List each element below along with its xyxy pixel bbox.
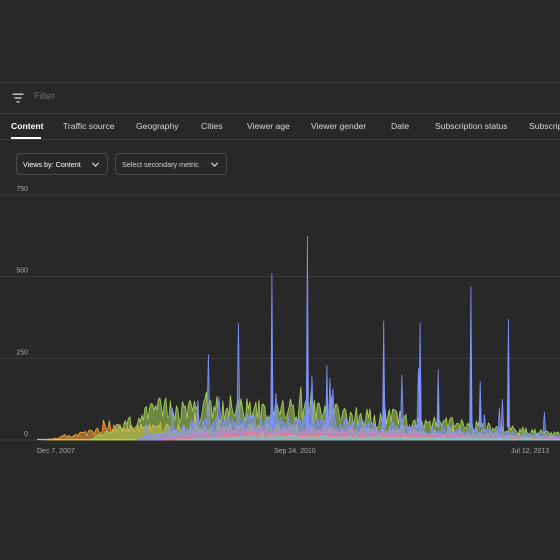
- y-tick-label: 250: [16, 349, 28, 356]
- series-spike[interactable]: [305, 235, 310, 428]
- tab-content[interactable]: Content: [11, 121, 44, 131]
- tab-viewer-age[interactable]: Viewer age: [247, 121, 290, 131]
- tab-date[interactable]: Date: [391, 121, 410, 131]
- y-tick-label: 500: [16, 268, 28, 275]
- series-spike[interactable]: [506, 319, 511, 428]
- views-chart[interactable]: 750 500 250 0 Dec 7, 2007 Sep 24, 2010 Jul 12,…: [0, 185, 560, 460]
- series-spike[interactable]: [325, 364, 329, 428]
- secondary-metric-label: Select secondary metric: [122, 159, 199, 169]
- series-spike[interactable]: [478, 381, 482, 428]
- y-tick-label: 750: [16, 186, 28, 193]
- y-tick-label: 0: [24, 431, 28, 438]
- primary-metric-dropdown[interactable]: Views by: Content: [16, 153, 108, 175]
- series-spike[interactable]: [382, 320, 386, 428]
- secondary-metric-dropdown[interactable]: Select secondary metric: [115, 153, 227, 175]
- series-spike[interactable]: [270, 273, 274, 428]
- chevron-down-icon: [91, 162, 100, 167]
- top-divider: [0, 82, 560, 83]
- x-tick-label: Jul 12, 2013: [511, 448, 549, 455]
- tabs-top-divider: [0, 113, 560, 114]
- series-area-6[interactable]: [176, 432, 560, 441]
- chevron-down-icon: [210, 162, 219, 167]
- tab-cities[interactable]: Cities: [201, 121, 223, 131]
- filter-input[interactable]: Filter: [34, 91, 56, 102]
- filter-bar[interactable]: Filter: [0, 83, 560, 113]
- tab-subscription-truncated[interactable]: Subscrip: [529, 121, 560, 131]
- x-tick-label: Sep 24, 2010: [274, 448, 316, 455]
- series-spike[interactable]: [469, 286, 473, 428]
- x-tick-label: Dec 7, 2007: [37, 448, 75, 455]
- tab-traffic-source[interactable]: Traffic source: [63, 121, 115, 131]
- primary-metric-label: Views by: Content: [23, 159, 81, 169]
- series-spike[interactable]: [418, 322, 422, 428]
- tabs-bottom-divider: [0, 139, 560, 140]
- series-area-3[interactable]: [134, 323, 560, 441]
- filter-icon[interactable]: [12, 92, 24, 104]
- tab-subscription-status[interactable]: Subscription status: [435, 121, 508, 131]
- active-tab-indicator: [11, 137, 41, 139]
- tab-geography[interactable]: Geography: [136, 121, 179, 131]
- dimension-tabs: Content Traffic source Geography Cities …: [0, 114, 560, 140]
- tab-viewer-gender[interactable]: Viewer gender: [311, 121, 367, 131]
- series-spike[interactable]: [436, 369, 440, 428]
